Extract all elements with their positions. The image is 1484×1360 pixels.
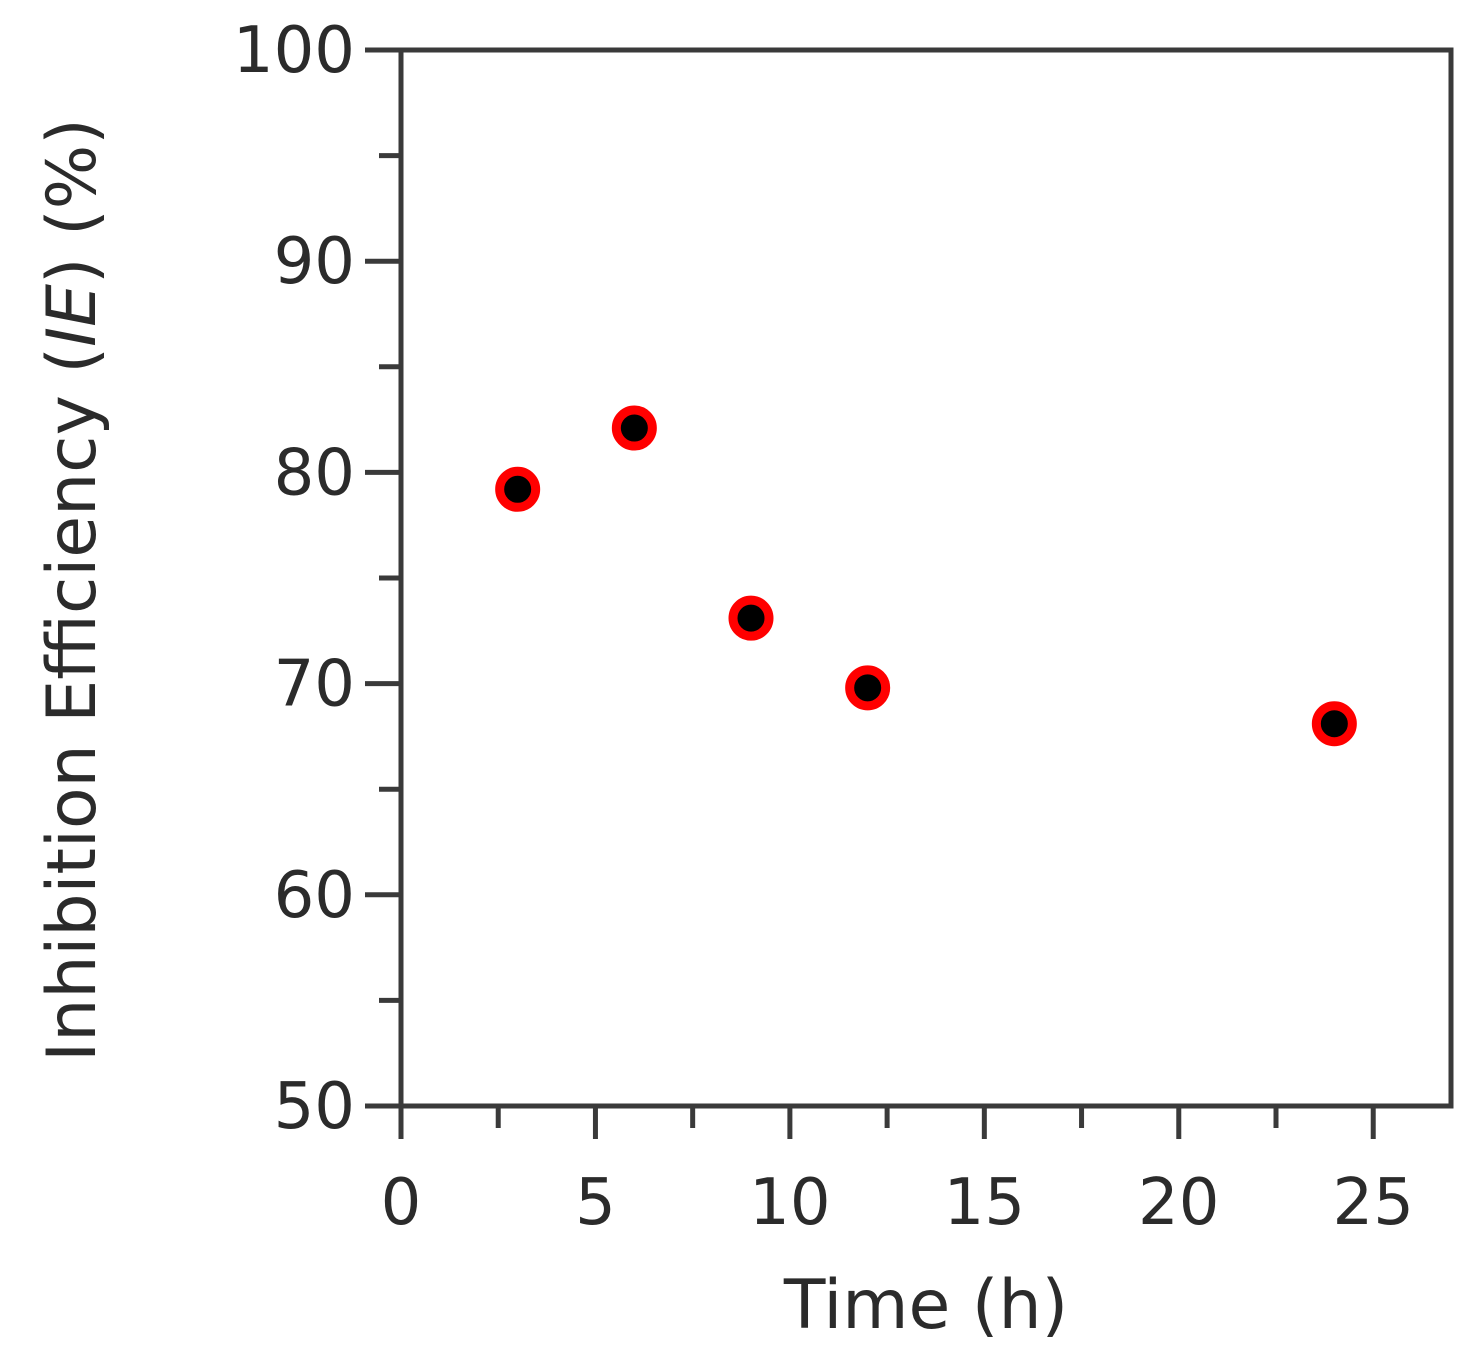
y-tick-label: 100 <box>233 14 355 88</box>
y-tick-label: 90 <box>274 225 355 299</box>
x-axis-title: Time (h) <box>783 1266 1068 1345</box>
x-tick-labels: 0 5 10 15 20 25 <box>381 1166 1414 1240</box>
data-point <box>611 405 657 451</box>
y-tick-label: 60 <box>274 859 355 933</box>
x-tick-label: 25 <box>1333 1166 1414 1240</box>
y-tick-label: 50 <box>274 1070 355 1144</box>
data-point <box>728 595 774 641</box>
major-ticks <box>365 47 1376 1139</box>
x-tick-label: 10 <box>749 1166 830 1240</box>
y-tick-labels: 50 60 70 80 90 100 <box>233 14 355 1144</box>
y-tick-label: 80 <box>274 436 355 510</box>
minor-ticks <box>379 153 1279 1128</box>
plot-frame <box>398 47 1454 1109</box>
data-point <box>495 466 541 512</box>
y-axis-title-prefix: Inhibition Efficiency ( <box>33 347 112 1062</box>
x-tick-label: 5 <box>575 1166 616 1240</box>
data-point <box>845 665 891 711</box>
y-tick-label: 70 <box>274 648 355 722</box>
x-tick-label: 20 <box>1138 1166 1219 1240</box>
y-axis-title: Inhibition Efficiency (IE) (%) <box>33 118 112 1062</box>
data-point <box>1311 701 1357 747</box>
data-points <box>495 405 1357 747</box>
x-tick-label: 15 <box>944 1166 1025 1240</box>
y-axis-title-italic: IE <box>33 284 112 347</box>
y-axis-title-suffix: ) (%) <box>33 118 112 284</box>
x-tick-label: 0 <box>381 1166 422 1240</box>
